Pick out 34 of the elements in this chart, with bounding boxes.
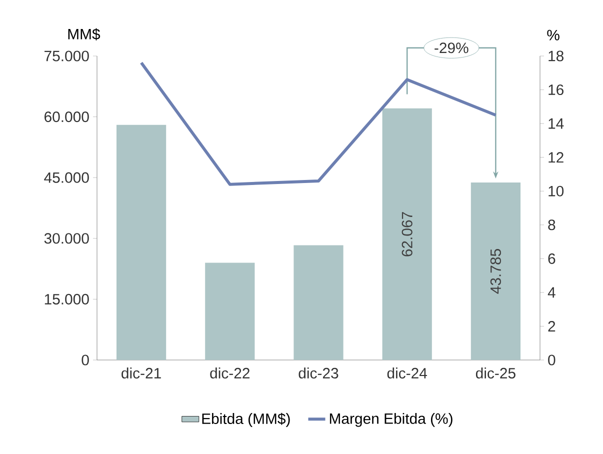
x-tick-label: dic-23 [298, 368, 338, 378]
bar [205, 262, 255, 360]
x-tick-label: dic-24 [387, 368, 428, 378]
data-label: 43.785 [490, 249, 501, 294]
text: -29% [434, 42, 468, 54]
y2-tick-label: 0 [548, 354, 556, 366]
x-tick-label: dic-22 [210, 368, 250, 378]
y2-tick-label: 6 [548, 253, 556, 264]
y-tick-label: 60.000 [44, 112, 89, 122]
bar [470, 182, 521, 360]
y2-tick-label: 18 [548, 50, 564, 62]
y-tick-label: 75.000 [44, 50, 89, 62]
y2-tick-label: 4 [548, 287, 556, 298]
y2-tick-label: 12 [548, 152, 564, 163]
y2-tick-label: 8 [548, 220, 556, 230]
data-label: 62.067 [402, 212, 412, 256]
bar [294, 245, 344, 360]
legend-label: Ebitda (MM$) [202, 412, 290, 427]
y2-tick-label: 10 [548, 186, 564, 196]
y-tick-label: 30.000 [44, 233, 89, 244]
y2-tick-label: 2 [548, 321, 556, 332]
bar [382, 108, 432, 360]
x-tick-label: dic-25 [476, 368, 516, 378]
bar [116, 124, 166, 360]
y2-tick-label: 16 [548, 84, 564, 96]
y2-tick-label: 14 [548, 118, 564, 129]
y-tick-label: 45.000 [44, 172, 89, 183]
y2-axis-title: % [547, 30, 560, 40]
legend-label: Margen Ebitda (%) [330, 412, 452, 427]
line-series [140, 61, 498, 186]
y-tick-label: 15.000 [44, 294, 89, 304]
y-tick-label: 0 [82, 354, 89, 366]
y-axis-title: MM$ [68, 28, 100, 40]
x-tick-label: dic-21 [122, 368, 161, 378]
